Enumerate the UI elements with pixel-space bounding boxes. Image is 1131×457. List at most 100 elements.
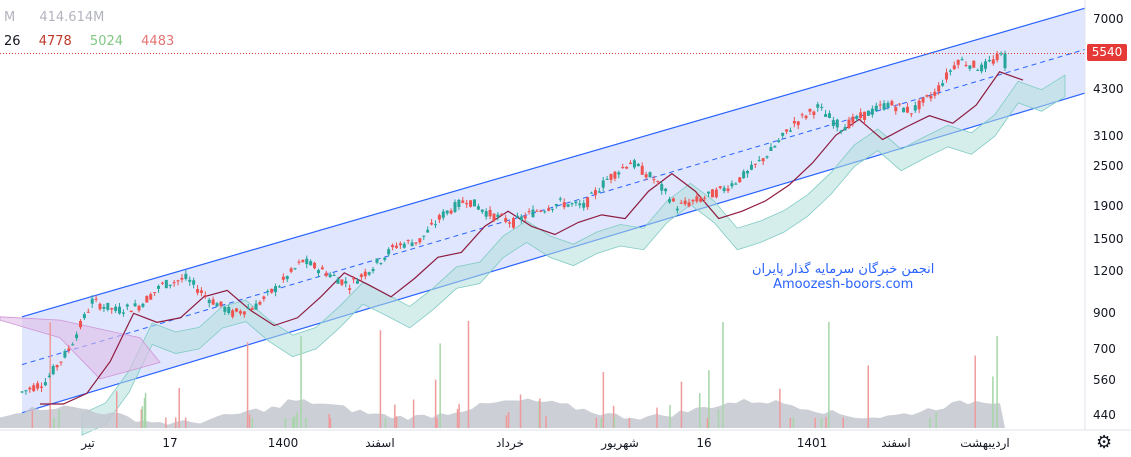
candle-body [827,113,831,118]
candle-body [176,280,180,282]
candle-body [157,285,161,289]
candle-body [593,190,597,196]
candle-body [921,97,925,103]
candle-body [344,281,348,284]
candle-body [765,156,769,158]
candle-body [86,311,90,313]
candle-body [933,91,937,96]
candle-body [488,209,492,217]
candle-body [991,59,995,64]
candle-body [110,308,114,310]
candle-body [847,119,851,129]
candle-body [917,100,921,110]
candle-body [640,165,644,175]
candle-body [551,208,555,210]
candle-body [129,310,133,313]
candle-body [367,272,371,275]
candle-body [355,280,359,284]
candle-body [106,302,110,310]
candle-body [426,229,430,233]
candle-body [898,103,902,105]
candle-body [227,307,231,314]
candle-body [878,104,882,106]
candle-body [47,375,51,377]
candle-body [36,383,40,389]
candle-body [301,259,305,263]
candle-body [137,305,141,311]
candle-body [164,280,168,289]
candle-body [738,177,742,183]
candle-body [20,391,24,393]
candle-body [274,286,278,293]
candle-body [387,249,391,255]
candle-body [960,59,964,61]
candle-body [769,147,773,152]
candle-body [422,235,426,237]
candle-body [773,146,777,148]
candle-body [94,298,98,300]
candle-body [465,203,469,205]
cloud-band [81,74,1066,436]
time-axis-label: شهریور [601,436,639,450]
candle-body [972,60,976,68]
candle-body [597,191,601,193]
candle-body [562,202,566,208]
candle-body [121,312,125,314]
candle-body [644,174,648,178]
ichimoku-base-value: 4778 [38,34,72,49]
ichimoku-span-a-value: 5024 [89,34,124,49]
base-line [40,71,1024,405]
candle-body [153,292,157,294]
candle-body [324,272,328,276]
price-axis-label: 7000 [1093,12,1124,26]
candle-body [566,204,570,207]
candle-body [43,382,47,386]
candle-body [913,105,917,111]
candle-body [160,282,164,284]
candle-body [297,261,301,263]
price-axis-label: 4300 [1093,81,1124,96]
gear-icon[interactable]: ⚙ [1096,432,1113,453]
candle-body [812,111,816,115]
candle-body [746,170,750,174]
candle-body [574,201,578,204]
candle-body [476,206,480,210]
candle-body [480,209,484,212]
candle-body [90,298,94,304]
price-axis-label: 900 [1093,305,1116,320]
candle-body [835,119,839,128]
candle-body [980,64,984,72]
candle-body [246,307,250,309]
candle-body [781,132,785,136]
candle-body [617,172,621,175]
candle-body [582,202,586,208]
candle-body [753,163,757,165]
candle-body [469,200,473,207]
candle-body [652,179,656,181]
candle-body [824,114,828,117]
candle-body [235,308,239,312]
candle-body [859,112,863,118]
price-axis-label: 700 [1093,341,1116,356]
candle-body [757,159,761,161]
candle-body [796,121,800,126]
candle-body [855,115,859,119]
time-axis-label: 1401 [796,436,828,450]
candle-body [172,282,176,284]
candle-body [313,262,317,269]
candle-body [449,210,453,214]
candle-body [398,243,402,246]
candle-body [941,83,945,86]
candle-body [894,107,898,112]
watermark: انجمن خبرگان سرمایه گذار پایران Amoozesh… [752,262,934,292]
candle-body [636,163,640,167]
candle-body [437,215,441,220]
candle-body [539,210,543,212]
candle-body [804,115,808,119]
candle-body [254,303,258,310]
candle-body [742,171,746,179]
candle-body [445,210,449,214]
candle-body [648,172,652,178]
candle-body [851,116,855,123]
